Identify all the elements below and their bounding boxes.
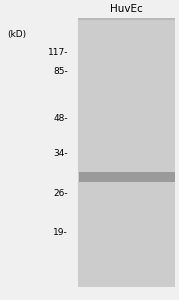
Text: HuvEc: HuvEc: [110, 4, 143, 14]
Text: 34-: 34-: [53, 148, 68, 158]
Text: (kD): (kD): [7, 30, 26, 39]
Text: 85-: 85-: [53, 68, 68, 76]
Text: 26-: 26-: [53, 189, 68, 198]
Text: 48-: 48-: [53, 114, 68, 123]
Text: 117-: 117-: [47, 48, 68, 57]
Text: 19-: 19-: [53, 228, 68, 237]
